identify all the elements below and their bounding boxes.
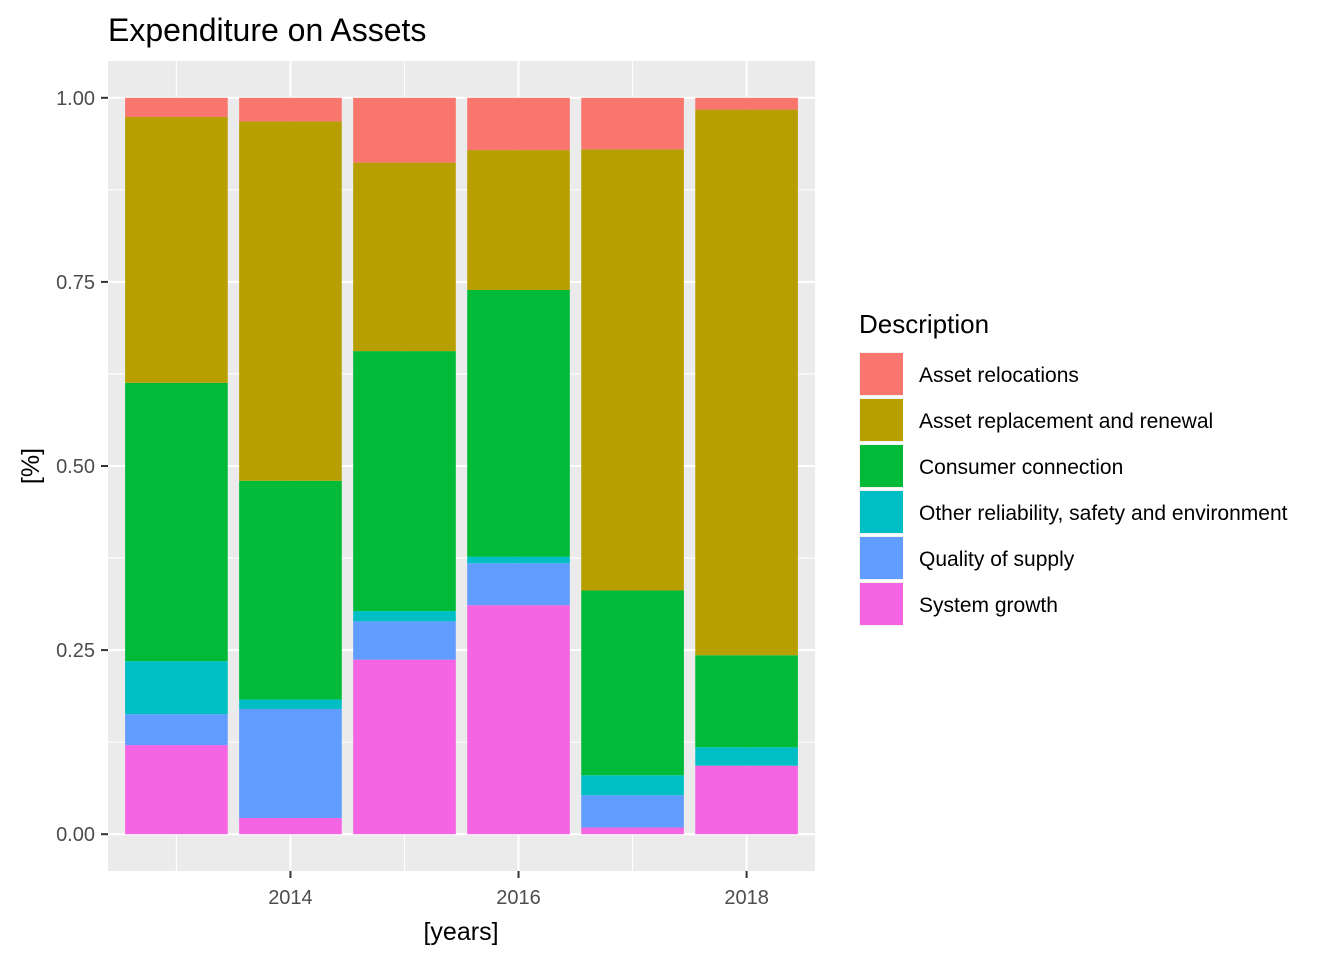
legend-swatch (860, 399, 903, 441)
bar-segment-2017-quality-of-supply (581, 795, 684, 828)
bar-segment-2017-consumer-connection (581, 590, 684, 776)
bar-segment-2016-asset-replacement-and-renewal (467, 150, 570, 291)
bars (125, 97, 798, 835)
legend-label: Quality of supply (919, 548, 1075, 571)
y-axis: 0.00 0.25 0.50 0.75 1.00 (56, 88, 108, 846)
bar-segment-2018-system-growth (695, 765, 798, 835)
bar-segment-2016-asset-relocations (467, 97, 570, 151)
chart-title: Expenditure on Assets (108, 12, 426, 48)
bar-segment-2013-asset-relocations (125, 97, 228, 117)
bar-segment-2017-system-growth (581, 827, 684, 835)
bar-segment-2013-system-growth (125, 745, 228, 835)
y-tick-label: 0.00 (56, 824, 95, 846)
y-tick-label: 0.50 (56, 456, 95, 478)
bar-segment-2015-consumer-connection (353, 351, 456, 612)
legend: Description Asset relocations Asset repla… (859, 309, 1288, 626)
bar-segment-2014-asset-replacement-and-renewal (239, 121, 342, 481)
legend-label: Consumer connection (919, 456, 1123, 479)
bar-segment-2017-other-reliability-safety-and-environment (581, 775, 684, 796)
y-tick-label: 0.75 (56, 272, 95, 294)
x-tick-label: 2014 (268, 887, 313, 909)
legend-items: Asset relocations Asset replacement and r… (859, 352, 1288, 626)
legend-label: System growth (919, 594, 1058, 617)
bar-segment-2013-other-reliability-safety-and-environment (125, 661, 228, 715)
legend-swatch (860, 537, 903, 579)
bar-segment-2016-other-reliability-safety-and-environment (467, 556, 570, 564)
bar-segment-2017-asset-relocations (581, 97, 684, 150)
x-tick-label: 2016 (496, 887, 541, 909)
bar-segment-2018-asset-replacement-and-renewal (695, 109, 798, 656)
bar-segment-2013-quality-of-supply (125, 714, 228, 746)
legend-label: Asset replacement and renewal (919, 410, 1213, 433)
bar-segment-2015-asset-relocations (353, 97, 456, 163)
x-axis-title: [years] (423, 918, 498, 946)
y-tick-label: 1.00 (56, 88, 95, 110)
bar-segment-2015-other-reliability-safety-and-environment (353, 611, 456, 622)
bar-segment-2015-system-growth (353, 659, 456, 835)
legend-swatch (860, 353, 903, 395)
bar-segment-2018-consumer-connection (695, 655, 798, 748)
legend-label: Other reliability, safety and environmen… (919, 502, 1288, 525)
legend-title: Description (859, 309, 989, 339)
bar-segment-2013-consumer-connection (125, 382, 228, 662)
bar-segment-2014-quality-of-supply (239, 709, 342, 818)
legend-swatch (860, 583, 903, 625)
bar-segment-2016-system-growth (467, 605, 570, 835)
bar-segment-2017-asset-replacement-and-renewal (581, 149, 684, 591)
legend-swatch (860, 445, 903, 487)
y-tick-label: 0.25 (56, 640, 95, 662)
legend-swatch (860, 491, 903, 533)
bar-segment-2014-system-growth (239, 817, 342, 835)
bar-segment-2018-asset-relocations (695, 97, 798, 110)
bar-segment-2018-other-reliability-safety-and-environment (695, 747, 798, 766)
bar-segment-2016-consumer-connection (467, 290, 570, 557)
x-axis: 2014 2016 2018 (268, 871, 769, 909)
bar-segment-2014-other-reliability-safety-and-environment (239, 699, 342, 709)
x-tick-label: 2018 (724, 887, 769, 909)
bar-segment-2015-quality-of-supply (353, 621, 456, 660)
bar-segment-2015-asset-replacement-and-renewal (353, 162, 456, 352)
bar-segment-2016-quality-of-supply (467, 563, 570, 606)
bar-segment-2013-asset-replacement-and-renewal (125, 116, 228, 383)
legend-label: Asset relocations (919, 364, 1079, 387)
y-axis-title: [%] (17, 448, 45, 484)
bar-segment-2014-asset-relocations (239, 97, 342, 122)
bar-segment-2014-consumer-connection (239, 480, 342, 700)
